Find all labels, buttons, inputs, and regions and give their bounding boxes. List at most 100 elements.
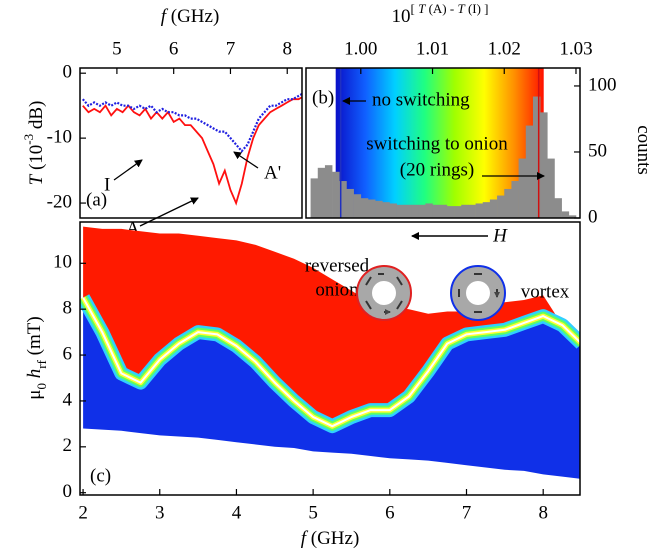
histogram-bar [547,158,555,218]
y-tick-label: -20 [47,191,72,212]
y-tick-label: 2 [63,435,73,456]
x-axis-label: f (GHz) [161,6,220,27]
histogram-bar [375,200,383,218]
histogram-bar [532,96,541,218]
histogram-bar [339,181,347,218]
y-axis-label-part: rf [34,359,49,368]
x-tick-label: 8 [282,38,292,59]
y-axis-label-part: T [26,173,47,185]
histogram-bar [475,203,484,218]
boundary-line [82,297,580,428]
annotation: (c) [90,465,111,486]
annotation: onion [315,279,359,300]
histogram-bar [461,204,469,218]
x-axis-label: 10[ T (A) - T (I) ] [391,1,488,27]
annotation-arrow [113,159,143,181]
histogram-bar [525,125,534,218]
x-tick-label: 7 [226,38,236,59]
y-tick-label: 4 [63,389,73,410]
y-tick-label: 50 [588,140,607,161]
x-tick-label: 5 [112,38,122,59]
x-axis-label: f (GHz) [301,528,360,549]
vortex-spins [458,273,497,313]
magnet-icons [356,232,506,321]
histogram-bar [367,199,376,218]
histogram-bar [389,203,397,218]
annotation: reversed [305,255,370,276]
x-axis-label-part: 10 [391,6,410,27]
x-tick-label: 4 [232,502,242,523]
y-tick-label: 10 [53,252,72,273]
annotation-arrow [233,151,259,169]
histogram-bar [382,202,390,218]
histogram-bar [518,158,527,218]
x-tick-label: 7 [462,502,472,523]
y-tick-label: 100 [588,74,617,95]
line [81,92,302,153]
annotation: H [492,225,508,246]
y-axis-label-part: counts [633,125,654,175]
x-axis-label-part: (I) ] [465,1,489,16]
plot-area [310,68,577,218]
vortex-hole [466,281,490,305]
histogram-bar [489,199,498,218]
annotation: I [104,174,110,195]
histogram-bar [310,178,319,218]
histogram-bar [324,165,333,218]
annotation: (b) [312,87,334,108]
histogram-bar [432,204,441,218]
x-tick-label: 8 [538,502,548,523]
histogram-bar [482,202,491,218]
histogram-bar [396,204,405,218]
frame [305,67,581,219]
band [83,226,580,427]
y-axis-label: T (10-3 dB) [21,101,47,186]
x-axis-label-part: (GHz) [306,528,359,549]
y-axis-label-part: 0 [34,383,49,390]
line [82,96,302,206]
histogram-bar [497,195,505,218]
y-tick-label: 0 [63,62,73,83]
y-tick-label: 6 [63,343,73,364]
annotation: no switching [372,89,470,110]
plot-area [80,226,580,479]
x-axis-label-part: f [301,528,309,549]
x-tick-label: 6 [385,502,395,523]
onion-hole [372,281,396,305]
x-tick-label: 1.03 [559,38,592,59]
y-tick-label: -10 [47,126,72,147]
histogram-bar [554,198,562,218]
x-axis-label-part: (A) - [425,1,457,16]
x-axis-label-part: T [457,1,465,16]
x-axis-label-part: T [418,1,426,16]
y-axis-label-part: h [24,369,45,383]
histogram-bar [332,171,340,218]
histogram-bar [403,204,412,218]
histogram-bar [511,181,519,218]
x-tick-label: 2 [78,502,88,523]
y-axis-label-part: -3 [21,134,36,145]
y-axis-label: μ0 hrf (mT) [24,316,49,399]
histogram-bar [561,211,570,218]
histogram-bar [504,188,512,218]
x-axis-label-part: (GHz) [166,6,219,27]
y-tick-label: 0 [588,206,598,227]
histogram-bar [446,206,455,218]
x-tick-label: 6 [169,38,179,59]
annotation: (20 rings) [400,159,474,180]
y-tick-label: 8 [63,298,73,319]
plot-area [81,92,302,206]
annotation: switching to onion [366,133,508,154]
y-axis-label-part: (10 [26,145,47,175]
plots: 5 6 7 80-10-20f (GHz)T (10-3 dB)IA'A(a)1.00… [21,1,653,549]
x-axis-label-part: f [161,6,169,27]
x-axis-label-part: [ [410,1,418,16]
histogram-bar [540,112,548,218]
frame [79,221,581,496]
y-axis-label: counts [633,125,654,175]
histogram-bar [454,206,462,218]
x-tick-label: 5 [308,502,318,523]
x-tick-label: 1.01 [416,38,449,59]
y-tick-label: 0 [63,481,73,502]
